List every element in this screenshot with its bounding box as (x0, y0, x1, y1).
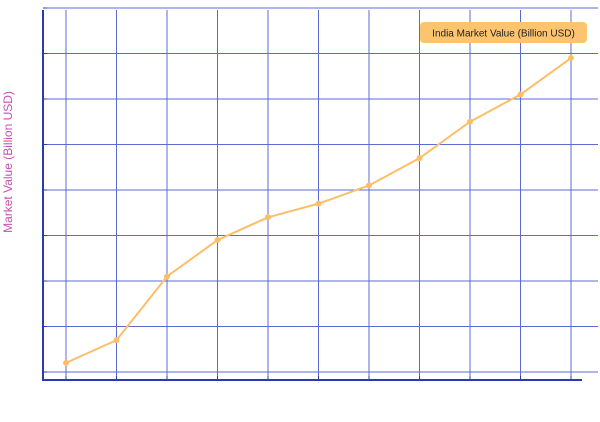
data-point (568, 55, 574, 62)
legend-entry-label: India Market Value (Billion USD) (432, 29, 575, 40)
vertical-gridlines (65, 10, 572, 380)
legend-box (420, 22, 587, 43)
data-point (113, 337, 120, 344)
y-axis-label: Market Value (Billion USD) (1, 91, 15, 233)
data-point (214, 237, 221, 244)
horizontal-gridlines (43, 7, 598, 373)
axes (42, 7, 582, 381)
data-point (416, 155, 423, 162)
data-point (467, 118, 473, 125)
data-point (265, 214, 271, 221)
data-point (164, 273, 170, 280)
data-point (366, 182, 372, 189)
series-layer (63, 55, 574, 366)
legend: India Market Value (Billion USD) (420, 22, 587, 43)
data-point (315, 200, 322, 207)
data-point (63, 359, 69, 366)
data-point (517, 91, 524, 98)
